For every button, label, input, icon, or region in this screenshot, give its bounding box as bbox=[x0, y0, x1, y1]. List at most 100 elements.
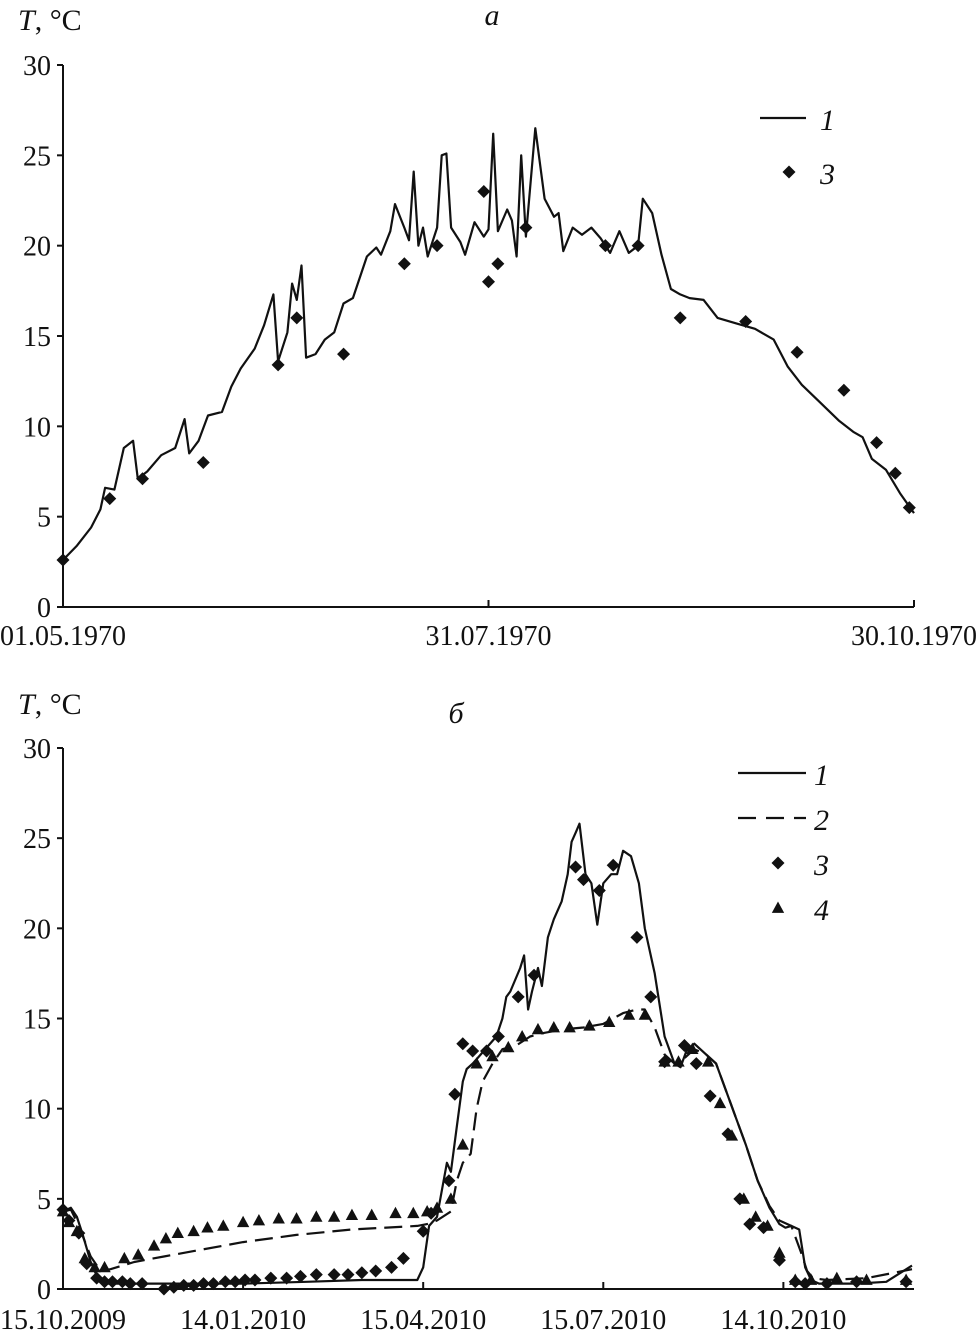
data-point-diamond bbox=[790, 345, 804, 359]
data-point-triangle bbox=[187, 1224, 200, 1237]
data-point-diamond bbox=[280, 1271, 294, 1285]
panel-letter: а bbox=[485, 0, 500, 32]
data-point-diamond bbox=[850, 1275, 864, 1289]
data-point-triangle bbox=[430, 1201, 444, 1213]
data-point-diamond bbox=[206, 1277, 220, 1291]
data-point-diamond bbox=[103, 492, 117, 506]
legend-swatch-triangle bbox=[771, 901, 785, 913]
series-3 bbox=[56, 184, 916, 567]
data-point-diamond bbox=[218, 1275, 232, 1289]
y-axis-unit: , °C bbox=[35, 4, 82, 37]
data-point-diamond bbox=[396, 1251, 410, 1265]
data-point-triangle bbox=[290, 1212, 303, 1224]
data-point-diamond bbox=[598, 239, 612, 253]
data-point-triangle bbox=[638, 1008, 652, 1020]
panel-letter: б bbox=[448, 697, 464, 730]
y-axis-symbol: T bbox=[18, 688, 37, 721]
data-point-triangle bbox=[773, 1246, 786, 1258]
data-point-diamond bbox=[689, 1057, 703, 1071]
data-point-triangle bbox=[672, 1055, 685, 1067]
series-1 bbox=[62, 127, 915, 561]
x-tick-label: 01.05.1970 bbox=[0, 621, 126, 652]
data-point-triangle bbox=[563, 1021, 576, 1033]
data-point-diamond bbox=[606, 858, 620, 872]
y-axis-label: T, °C bbox=[18, 4, 82, 37]
data-point-diamond bbox=[837, 383, 851, 397]
data-point-triangle bbox=[365, 1208, 378, 1220]
data-point-diamond bbox=[271, 358, 285, 372]
y-axis-symbol: T bbox=[18, 4, 37, 37]
data-point-triangle bbox=[407, 1206, 420, 1219]
legend-label: 2 bbox=[814, 804, 829, 837]
data-point-triangle bbox=[217, 1219, 230, 1231]
data-point-diamond bbox=[135, 472, 149, 486]
data-point-diamond bbox=[569, 860, 583, 874]
data-point-triangle bbox=[749, 1210, 762, 1222]
data-point-diamond bbox=[290, 311, 304, 325]
y-tick-label: 30 bbox=[23, 734, 51, 765]
data-point-diamond bbox=[491, 1030, 505, 1044]
legend-swatch-diamond bbox=[771, 856, 785, 870]
legend-label: 1 bbox=[820, 104, 835, 137]
data-point-diamond bbox=[631, 239, 645, 253]
data-point-diamond bbox=[56, 553, 70, 567]
data-point-triangle bbox=[252, 1213, 266, 1226]
legend: 13 bbox=[760, 104, 835, 191]
data-point-diamond bbox=[820, 1277, 834, 1291]
data-point-diamond bbox=[576, 873, 590, 887]
data-point-triangle bbox=[201, 1221, 214, 1233]
data-point-triangle bbox=[531, 1022, 545, 1035]
legend-label: 4 bbox=[814, 894, 829, 927]
data-point-triangle bbox=[310, 1210, 323, 1222]
legend-label: 3 bbox=[813, 849, 829, 882]
data-point-triangle bbox=[88, 1260, 101, 1273]
data-point-diamond bbox=[888, 466, 902, 480]
data-point-triangle bbox=[860, 1273, 873, 1285]
data-point-triangle bbox=[713, 1096, 727, 1109]
data-point-triangle bbox=[444, 1192, 458, 1204]
data-point-triangle bbox=[456, 1138, 469, 1150]
data-point-triangle bbox=[389, 1206, 402, 1219]
data-point-triangle bbox=[236, 1215, 250, 1228]
data-point-diamond bbox=[196, 455, 210, 469]
data-point-diamond bbox=[677, 1039, 691, 1053]
data-point-diamond bbox=[511, 990, 525, 1004]
y-tick-label: 15 bbox=[23, 322, 51, 353]
data-point-diamond bbox=[482, 275, 495, 289]
y-tick-label: 25 bbox=[23, 141, 51, 172]
data-point-diamond bbox=[477, 184, 491, 198]
data-point-triangle bbox=[583, 1019, 596, 1031]
data-point-triangle bbox=[118, 1251, 131, 1264]
x-tick-label: 15.07.2010 bbox=[540, 1305, 666, 1336]
data-point-triangle bbox=[345, 1208, 359, 1220]
data-point-diamond bbox=[870, 436, 884, 450]
data-point-diamond bbox=[703, 1089, 717, 1103]
x-tick-label: 15.04.2010 bbox=[360, 1305, 486, 1336]
data-point-diamond bbox=[293, 1269, 307, 1283]
data-point-diamond bbox=[739, 315, 753, 329]
data-point-diamond bbox=[105, 1275, 119, 1289]
data-point-diamond bbox=[327, 1268, 341, 1282]
data-point-diamond bbox=[592, 883, 606, 897]
data-point-diamond bbox=[248, 1273, 262, 1287]
data-point-diamond bbox=[397, 257, 411, 271]
x-tick-label: 30.10.1970 bbox=[851, 621, 977, 652]
data-point-diamond bbox=[630, 930, 644, 944]
data-point-diamond bbox=[480, 1044, 494, 1058]
data-point-diamond bbox=[644, 990, 658, 1004]
y-tick-label: 10 bbox=[23, 412, 51, 443]
data-point-triangle bbox=[70, 1224, 84, 1237]
data-point-triangle bbox=[830, 1271, 843, 1284]
data-point-triangle bbox=[547, 1021, 560, 1033]
y-tick-label: 5 bbox=[37, 1185, 51, 1216]
y-tick-label: 25 bbox=[23, 824, 51, 855]
y-tick-label: 20 bbox=[23, 232, 51, 263]
data-point-triangle bbox=[327, 1210, 341, 1222]
data-point-triangle bbox=[159, 1232, 173, 1244]
data-point-triangle bbox=[132, 1248, 145, 1260]
data-point-triangle bbox=[98, 1260, 111, 1273]
series-4 bbox=[56, 1008, 913, 1285]
data-point-diamond bbox=[456, 1037, 470, 1051]
data-point-triangle bbox=[737, 1192, 750, 1204]
